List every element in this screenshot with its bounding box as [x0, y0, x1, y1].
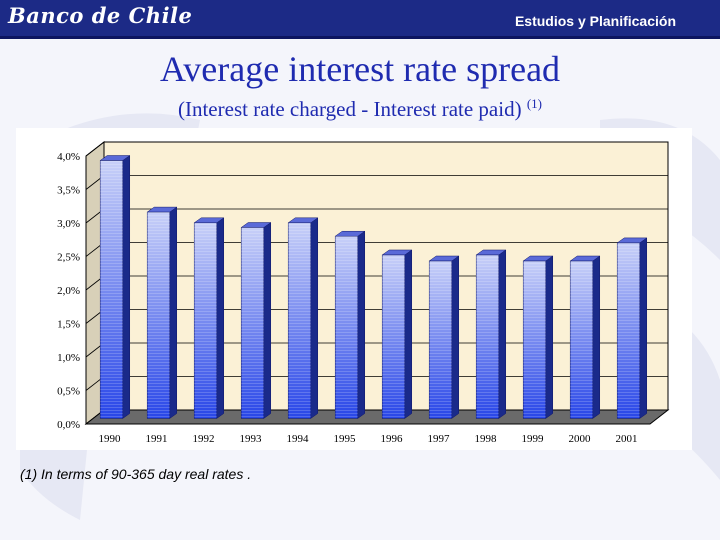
subtitle-text: (Interest rate charged - Interest rate p…	[177, 97, 522, 121]
bar-side	[639, 237, 648, 419]
y-tick-label: 0,5%	[57, 386, 80, 398]
x-tick-label: 1998	[475, 433, 498, 445]
x-tick-label: 1992	[193, 433, 215, 445]
bar-side	[592, 255, 601, 419]
bar-texture	[617, 242, 640, 419]
chart-subtitle: (Interest rate charged - Interest rate p…	[0, 96, 720, 122]
y-tick-label: 1,5%	[57, 319, 80, 331]
bar-side	[451, 255, 460, 419]
bar-texture	[523, 261, 546, 419]
bar-side	[357, 230, 366, 419]
bar-texture	[147, 212, 170, 419]
x-tick-label: 1991	[146, 433, 168, 445]
bar-texture	[100, 160, 123, 419]
x-tick-label: 1996	[381, 433, 404, 445]
y-tick-label: 2,5%	[57, 252, 80, 264]
x-tick-label: 1995	[334, 433, 357, 445]
y-tick-label: 0,0%	[57, 419, 80, 431]
y-tick-label: 2,0%	[57, 285, 80, 297]
header-bar: Banco de Chile Estudios y Planificación	[0, 0, 720, 39]
bar-texture	[241, 227, 264, 419]
bar-side	[498, 249, 507, 419]
chart-title: Average interest rate spread	[159, 49, 561, 89]
x-tick-label: 1993	[240, 433, 263, 445]
x-tick-label: 1994	[287, 433, 310, 445]
bar-side	[122, 155, 131, 419]
bar-side	[404, 249, 413, 419]
bank-logo: Banco de Chile	[8, 3, 193, 28]
bar-texture	[429, 261, 452, 419]
x-tick-label: 1990	[99, 433, 122, 445]
gridline-side	[85, 141, 105, 157]
bar-side	[310, 217, 319, 419]
x-tick-label: 1999	[522, 433, 545, 445]
department-label: Estudios y Planificación	[514, 13, 676, 29]
bar-texture	[194, 222, 217, 419]
bar-texture	[288, 222, 311, 419]
y-tick-label: 4,0%	[57, 151, 80, 163]
x-tick-label: 2000	[569, 433, 592, 445]
bar-chart: 0,0% 0,5% 1,0% 1,5% 2,0% 2,5% 3,0% 3,5% 4,0% 1990…	[57, 140, 670, 445]
y-tick-label: 3,0%	[57, 218, 80, 230]
x-tick-label: 1997	[428, 433, 451, 445]
x-tick-label: 2001	[616, 433, 638, 445]
bar-side	[263, 222, 272, 419]
chart-area: 0,0% 0,5% 1,0% 1,5% 2,0% 2,5% 3,0% 3,5% 4,0% 1990…	[16, 128, 692, 450]
subtitle-note: (1)	[526, 96, 542, 111]
bar-side	[545, 255, 554, 419]
footnote: (1) In terms of 90-365 day real rates .	[20, 466, 252, 482]
y-tick-label: 1,0%	[57, 352, 80, 364]
bar-texture	[570, 261, 593, 419]
bar-texture	[476, 254, 499, 419]
bar-texture	[382, 254, 405, 419]
bar-side	[169, 206, 178, 419]
bar-side	[216, 217, 225, 419]
bar-texture	[335, 236, 358, 419]
y-tick-label: 3,5%	[57, 185, 80, 197]
